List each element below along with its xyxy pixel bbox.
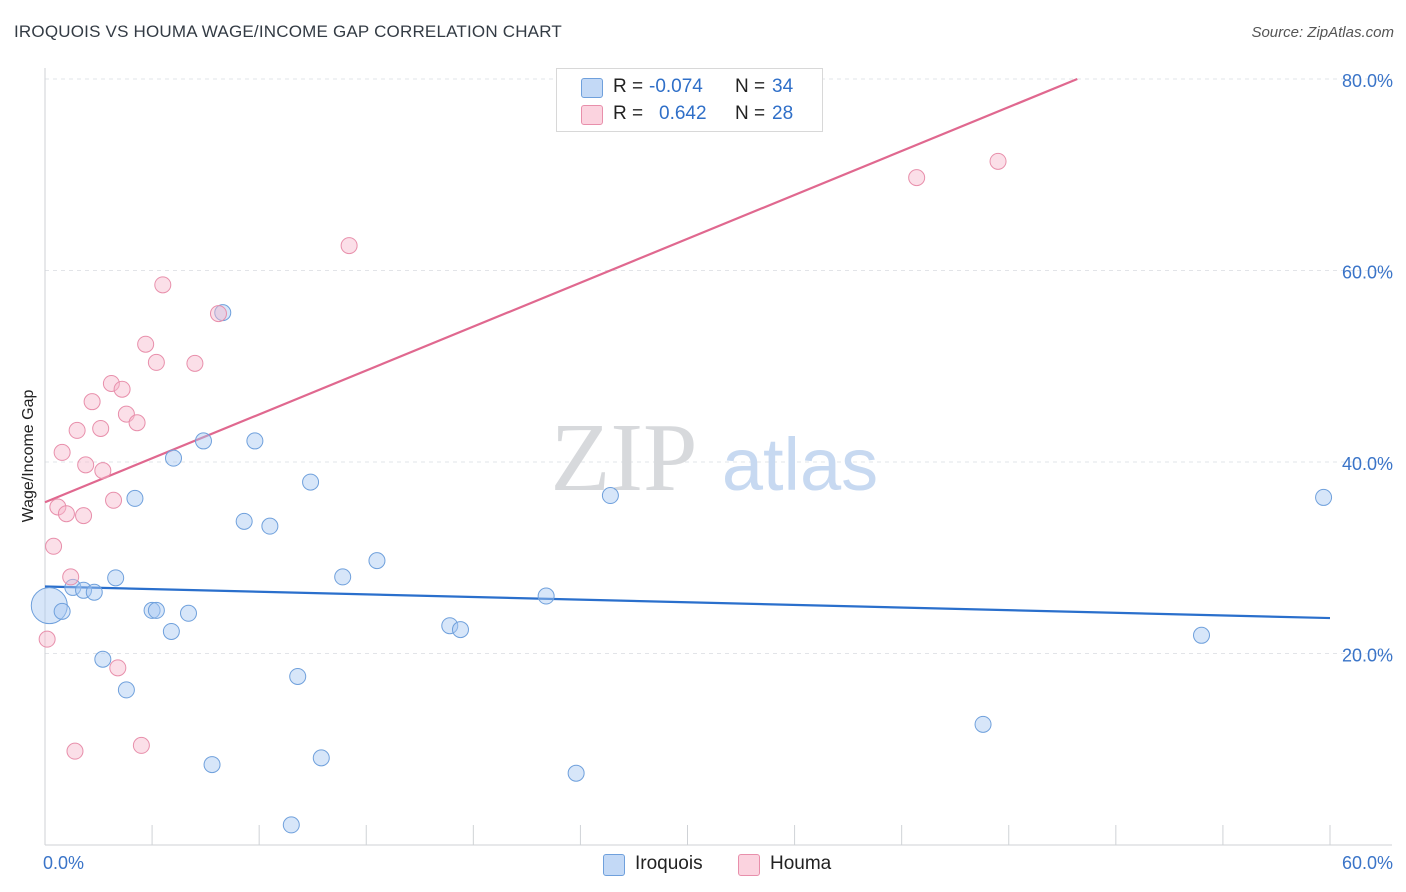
legend-r-value: 0.642 [659,103,707,124]
point-houma[interactable] [113,380,131,398]
legend-r-label: R = [613,76,644,97]
legend-swatch-iroquois [581,78,603,98]
point-houma[interactable] [105,491,123,509]
iroquois-label: Iroquois [635,853,703,874]
point-houma[interactable] [92,419,110,437]
houma-label: Houma [770,853,832,874]
point-iroquois[interactable] [1193,626,1210,644]
point-iroquois[interactable] [179,604,197,622]
point-houma[interactable] [45,537,63,555]
point-iroquois[interactable] [282,816,300,834]
x-tick-label: 0.0% [43,853,84,873]
point-houma[interactable] [75,507,93,525]
point-iroquois[interactable] [289,667,307,685]
point-houma[interactable] [57,505,75,523]
point-houma[interactable] [66,742,84,760]
point-houma[interactable] [186,354,204,372]
data-points [30,152,1333,834]
point-iroquois[interactable] [107,569,125,587]
y-axis-label: Wage/Income Gap [20,390,37,523]
x-tick-label: 60.0% [1342,853,1393,873]
point-houma[interactable] [989,152,1007,170]
point-houma[interactable] [102,374,120,392]
legend-n-value: 34 [772,76,794,97]
point-iroquois[interactable] [126,489,144,507]
point-houma[interactable] [132,736,150,754]
point-iroquois[interactable] [94,650,112,668]
y-tick-label: 80.0% [1342,71,1393,91]
point-houma[interactable] [109,659,127,677]
point-houma[interactable] [137,335,155,353]
iroquois-swatch [603,854,625,876]
legend-n-value: 28 [772,103,794,124]
watermark-atlas: atlas [722,423,878,506]
point-houma[interactable] [908,169,926,187]
point-iroquois[interactable] [368,552,386,570]
point-iroquois[interactable] [312,749,330,767]
y-tick-label: 20.0% [1342,646,1393,666]
point-houma[interactable] [77,456,95,474]
point-iroquois[interactable] [567,764,585,782]
point-iroquois[interactable] [147,601,165,619]
point-iroquois[interactable] [75,581,93,599]
point-houma[interactable] [49,498,67,516]
y-tick-label: 40.0% [1342,454,1393,474]
trend-lines [44,77,1331,620]
houma-swatch [738,854,760,876]
point-iroquois[interactable] [334,568,352,586]
point-iroquois[interactable] [246,432,264,450]
point-iroquois[interactable] [451,621,469,639]
point-houma[interactable] [38,630,56,648]
point-houma[interactable] [128,414,146,432]
point-iroquois[interactable] [162,622,180,640]
point-iroquois[interactable] [165,449,182,467]
source-credit: Source: ZipAtlas.com [1251,24,1394,41]
point-iroquois[interactable] [235,512,253,530]
grid-lines [45,78,1392,654]
y-tick-label: 60.0% [1342,263,1393,283]
point-houma[interactable] [62,568,80,586]
point-iroquois[interactable] [117,681,135,699]
legend-swatch-houma [581,105,603,125]
legend-n-label: N = [735,76,766,97]
legend-r-value: -0.074 [649,76,703,97]
point-iroquois[interactable] [143,601,161,619]
point-iroquois[interactable] [203,756,221,774]
point-iroquois[interactable] [85,583,103,601]
trend-line-iroquois [44,585,1331,620]
point-iroquois[interactable] [194,432,212,450]
point-houma[interactable] [209,305,227,323]
point-iroquois[interactable] [441,617,459,635]
point-iroquois[interactable] [53,602,71,620]
point-houma[interactable] [53,443,71,461]
point-iroquois[interactable] [1315,488,1333,506]
point-iroquois[interactable] [601,487,619,505]
legend-r-label: R = [613,103,644,124]
correlation-legend: R = -0.074 N = 34 R = 0.642 N = 28 [556,68,823,132]
point-iroquois[interactable] [302,473,320,491]
tick-labels: 20.0% 40.0% 60.0% 80.0% 0.0% 60.0% [43,71,1393,873]
point-houma[interactable] [147,353,165,371]
watermark: ZIP atlas [551,404,879,512]
point-houma[interactable] [83,393,101,411]
watermark-zip: ZIP [551,404,698,512]
chart-title: IROQUOIS VS HOUMA WAGE/INCOME GAP CORREL… [14,22,562,41]
point-iroquois[interactable] [261,517,279,535]
point-houma[interactable] [340,237,358,255]
point-iroquois[interactable] [537,587,555,605]
legend-n-label: N = [735,103,766,124]
trend-line-houma [44,77,1078,504]
point-houma[interactable] [94,462,112,480]
point-iroquois[interactable] [64,578,82,596]
point-houma[interactable] [154,276,172,294]
axes [44,68,1392,846]
point-houma[interactable] [68,421,86,439]
point-iroquois[interactable] [974,715,992,733]
